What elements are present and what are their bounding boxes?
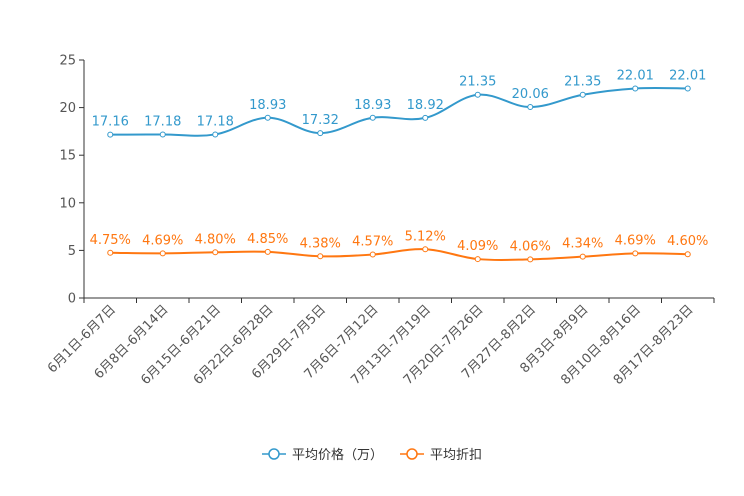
data-label: 5.12%: [405, 229, 446, 244]
data-point[interactable]: [212, 131, 219, 138]
data-label: 4.34%: [562, 237, 603, 252]
data-label: 22.01: [669, 68, 706, 83]
data-point[interactable]: [684, 251, 691, 258]
chart-legend[interactable]: 平均价格（万） 平均折扣: [262, 447, 482, 463]
data-point[interactable]: [579, 91, 586, 98]
data-label: 4.69%: [615, 233, 656, 248]
data-point[interactable]: [212, 249, 219, 256]
data-label: 17.18: [197, 114, 234, 129]
data-point[interactable]: [107, 249, 114, 256]
data-point[interactable]: [107, 131, 114, 138]
legend-label: 平均价格（万）: [292, 447, 383, 463]
data-point[interactable]: [474, 256, 481, 263]
data-point[interactable]: [527, 104, 534, 111]
data-point[interactable]: [369, 251, 376, 258]
series-average-price: 17.16 17.18 17.18 18.93 17.32 18.93 18.92 21.35…: [92, 68, 706, 138]
data-point[interactable]: [684, 85, 691, 92]
chart-series: 17.16 17.18 17.18 18.93 17.32 18.93 18.92 21.35…: [90, 68, 708, 263]
series-line: [110, 248, 688, 262]
data-point[interactable]: [527, 256, 534, 263]
data-label: 21.35: [564, 75, 601, 90]
data-label: 21.35: [459, 75, 496, 90]
data-label: 4.80%: [195, 232, 236, 247]
data-label: 17.18: [144, 114, 181, 129]
series-average-discount: 4.75% 4.69% 4.80% 4.85% 4.38% 4.57% 5.12% 4.09%…: [90, 229, 708, 263]
data-point[interactable]: [264, 114, 271, 121]
data-label: 4.38%: [300, 236, 341, 251]
data-point[interactable]: [579, 253, 586, 260]
data-point[interactable]: [317, 253, 324, 260]
data-point[interactable]: [632, 250, 639, 257]
data-point[interactable]: [264, 248, 271, 255]
data-label: 20.06: [512, 87, 549, 102]
data-label: 22.01: [617, 68, 654, 83]
y-tick-label: 10: [59, 196, 76, 211]
data-point[interactable]: [474, 91, 481, 98]
legend-label: 平均折扣: [430, 448, 482, 463]
data-point[interactable]: [369, 114, 376, 121]
y-tick-label: 5: [68, 244, 76, 259]
series-line: [110, 86, 688, 137]
legend-marker-icon: [268, 448, 280, 460]
data-label: 4.85%: [247, 232, 288, 247]
data-point[interactable]: [317, 130, 324, 137]
data-label: 4.69%: [142, 233, 183, 248]
legend-item-average-discount[interactable]: 平均折扣: [400, 448, 482, 463]
y-tick-label: 15: [59, 149, 76, 164]
data-label: 4.09%: [457, 239, 498, 254]
y-tick-label: 20: [59, 101, 76, 116]
data-point[interactable]: [422, 246, 429, 253]
data-label: 4.75%: [90, 233, 131, 248]
data-point[interactable]: [159, 250, 166, 257]
data-label: 18.93: [354, 98, 391, 113]
data-label: 17.16: [92, 115, 129, 130]
data-point[interactable]: [159, 131, 166, 138]
data-label: 18.93: [249, 98, 286, 113]
data-label: 4.06%: [510, 239, 551, 254]
data-label: 4.60%: [667, 234, 708, 249]
y-tick-label: 0: [68, 292, 76, 307]
data-label: 4.57%: [352, 234, 393, 249]
data-point[interactable]: [632, 85, 639, 92]
legend-item-average-price[interactable]: 平均价格（万）: [262, 447, 383, 463]
y-tick-label: 25: [59, 54, 76, 69]
data-point[interactable]: [422, 114, 429, 121]
legend-marker-icon: [406, 448, 418, 460]
data-label: 17.32: [302, 113, 339, 128]
data-label: 18.92: [407, 98, 444, 113]
